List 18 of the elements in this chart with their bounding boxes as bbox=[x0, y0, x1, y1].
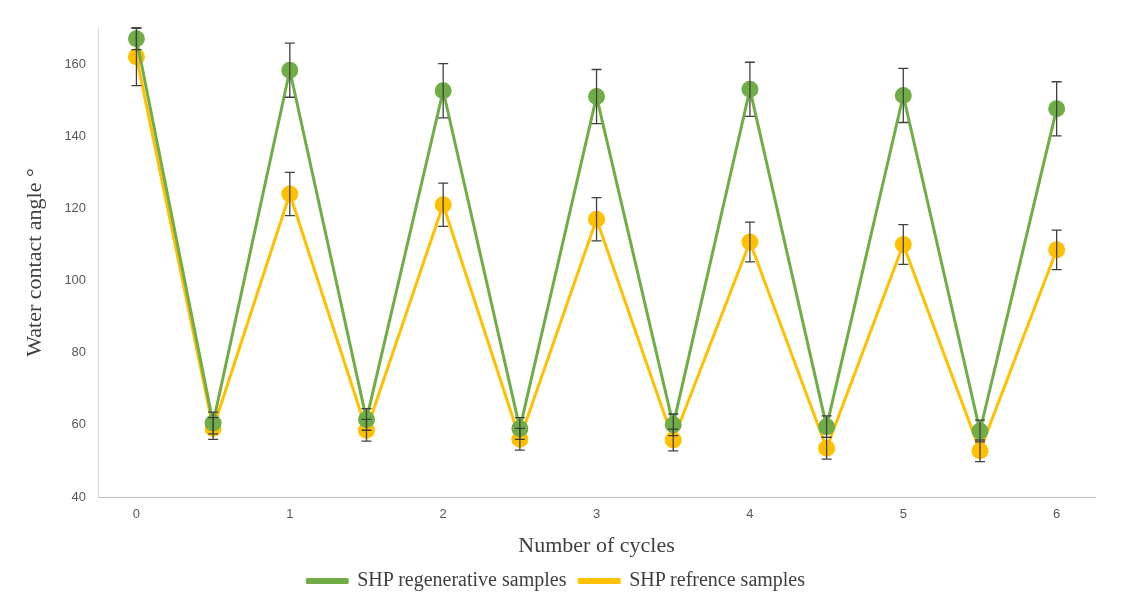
legend-label: SHP refrence samples bbox=[629, 568, 806, 592]
y-tick-label: 40 bbox=[71, 488, 87, 504]
y-tick-label: 60 bbox=[71, 416, 87, 432]
x-tick-label: 4 bbox=[746, 506, 754, 522]
x-tick-label: 6 bbox=[1053, 506, 1061, 522]
x-tick-label: 0 bbox=[132, 506, 141, 522]
y-tick-label: 160 bbox=[64, 55, 87, 71]
y-tick-label: 120 bbox=[64, 199, 87, 215]
legend-label: SHP regenerative samples bbox=[357, 568, 567, 592]
x-axis-title: Number of cycles bbox=[518, 531, 675, 557]
y-axis-title: Water contact angle ° bbox=[20, 168, 46, 357]
x-tick-label: 1 bbox=[286, 506, 294, 522]
y-tick-label: 140 bbox=[64, 127, 87, 143]
x-tick-label: 2 bbox=[439, 506, 447, 522]
x-tick-label: 5 bbox=[899, 506, 907, 522]
y-tick-label: 100 bbox=[64, 272, 87, 288]
y-tick-label: 80 bbox=[71, 344, 87, 360]
x-tick-label: 3 bbox=[592, 506, 601, 522]
